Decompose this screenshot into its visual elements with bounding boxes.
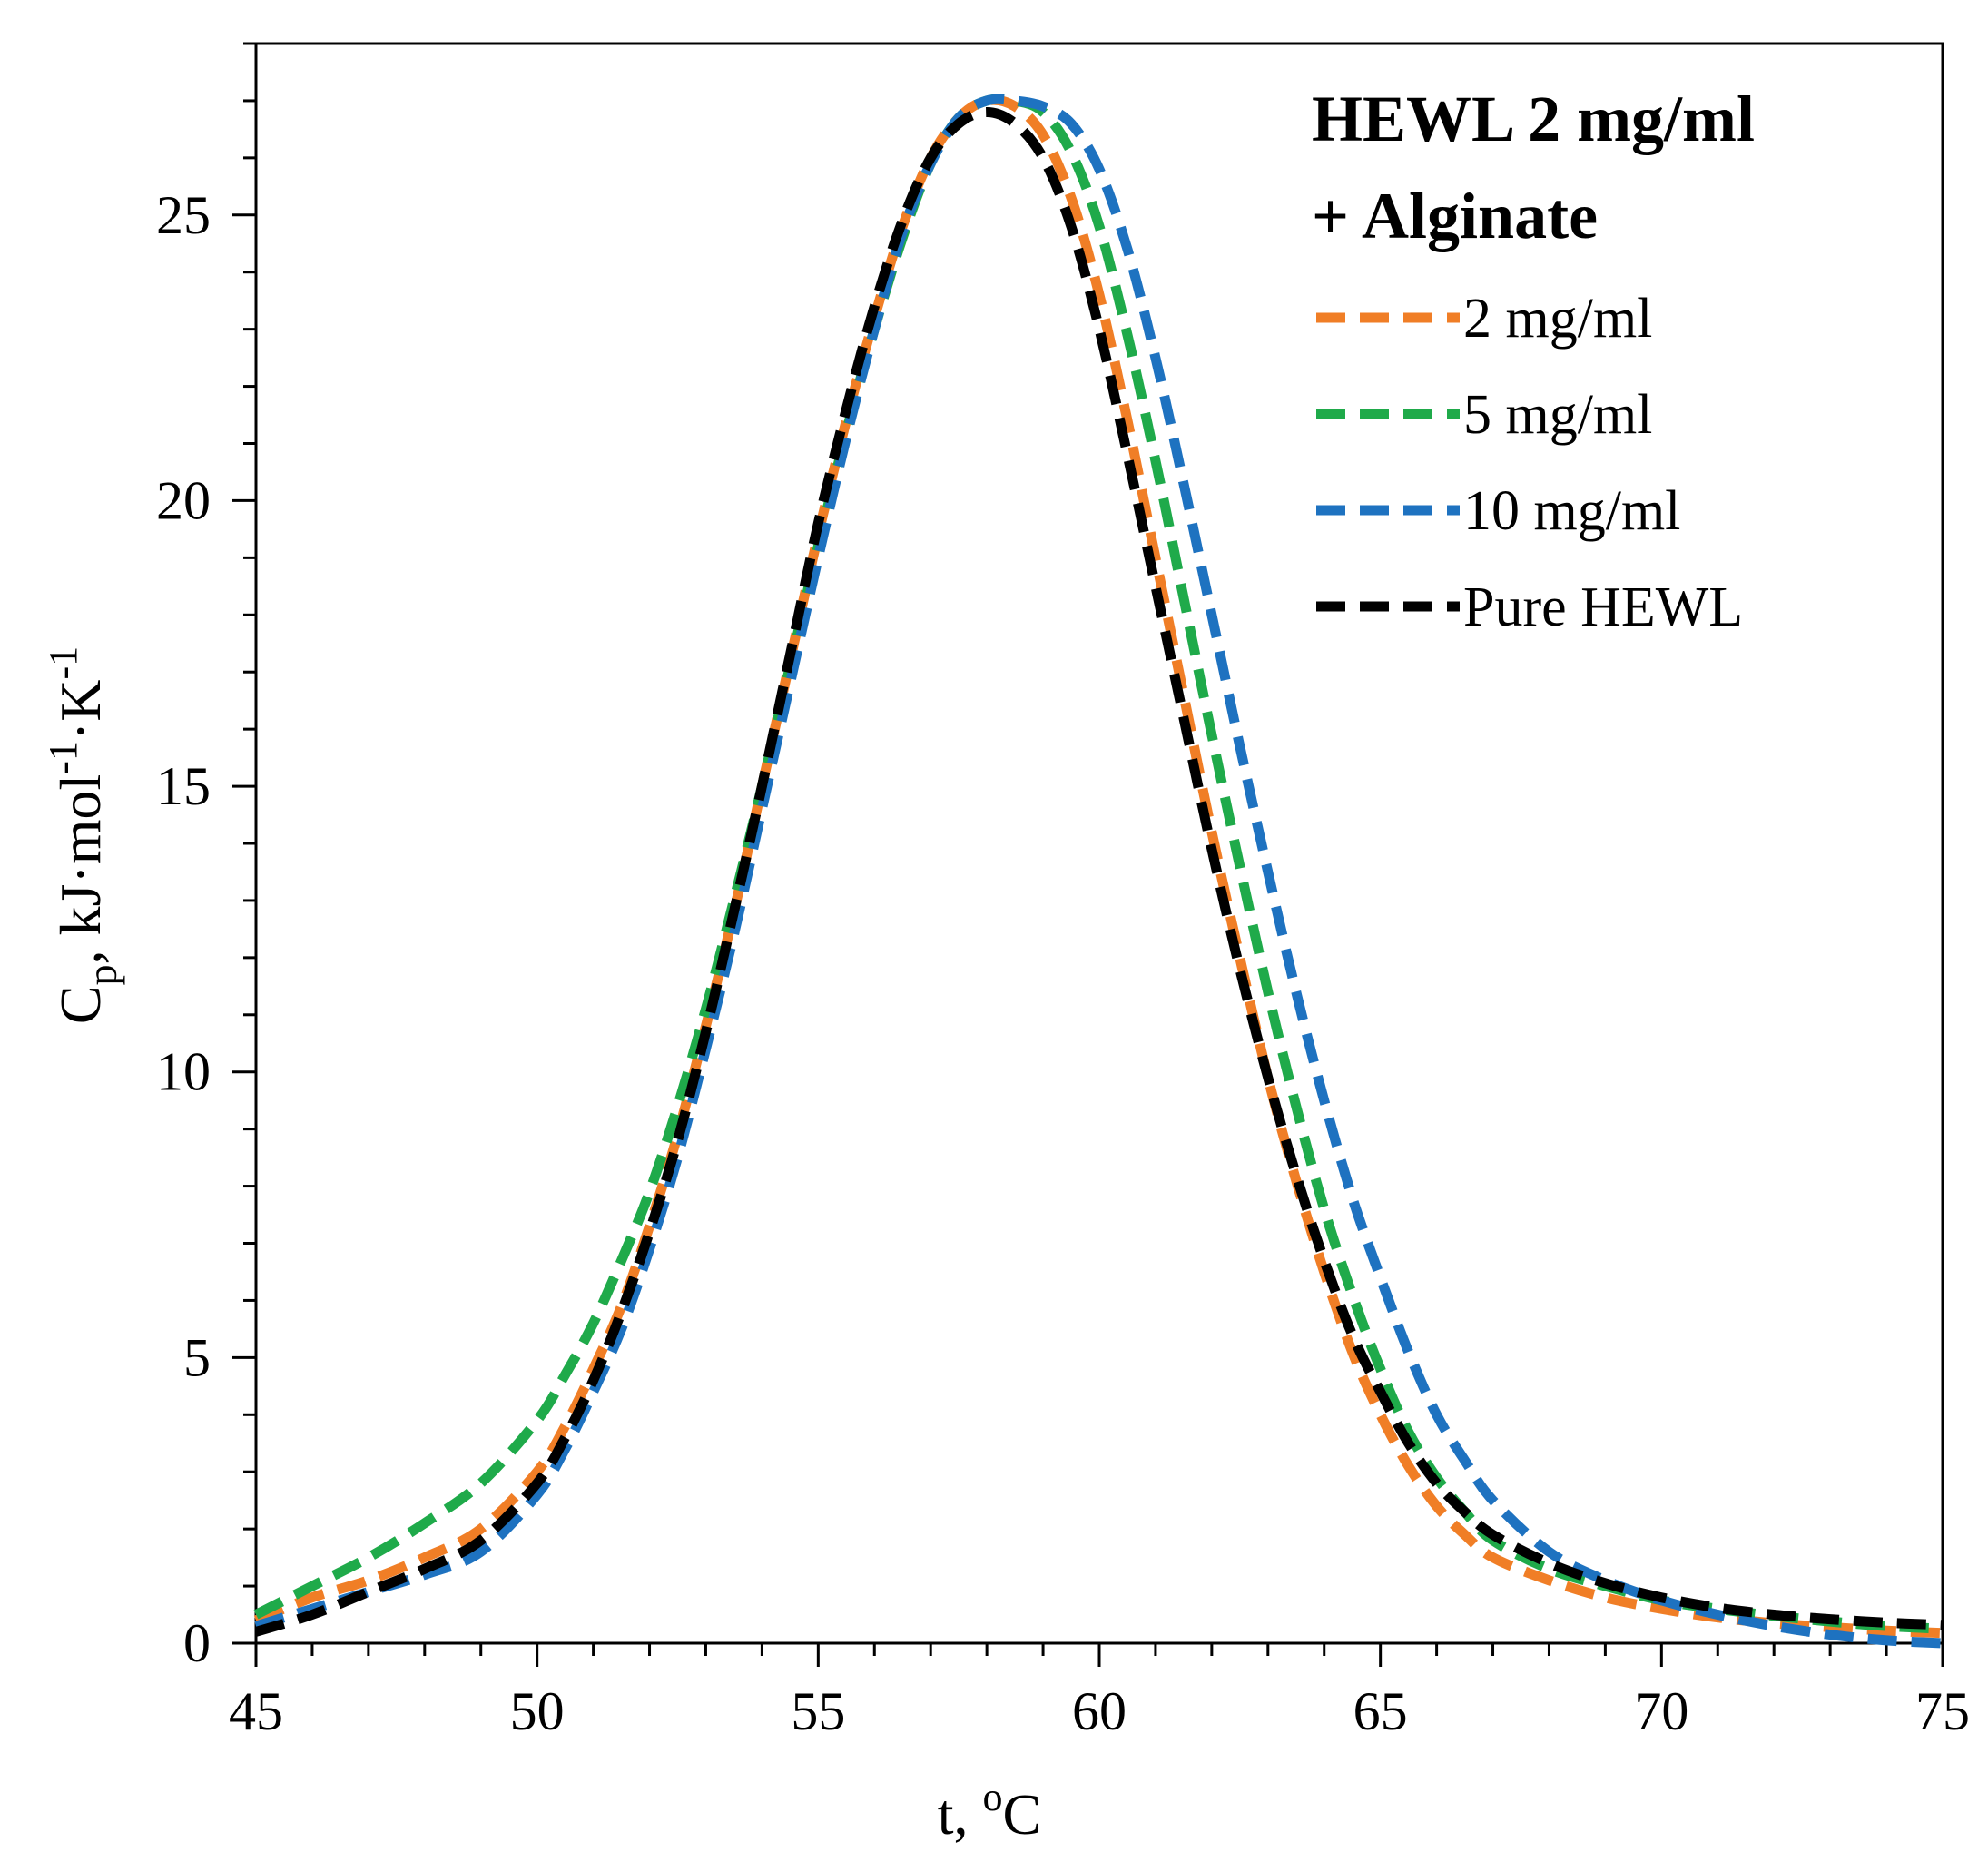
x-tick-label: 50 bbox=[510, 1681, 565, 1741]
legend-label-pure-hewl: Pure HEWL bbox=[1463, 576, 1743, 638]
y-tick-label: 5 bbox=[183, 1327, 211, 1387]
x-tick-label: 45 bbox=[229, 1681, 283, 1741]
x-tick-label: 55 bbox=[791, 1681, 845, 1741]
series-group bbox=[253, 94, 1944, 1649]
x-tick-label: 65 bbox=[1353, 1681, 1408, 1741]
legend-label-2-mg-ml: 2 mg/ml bbox=[1463, 288, 1652, 350]
series-line-10-mg-ml bbox=[254, 94, 1944, 1649]
y-axis-title: Cp, kJ·mol-1·K-1 bbox=[41, 646, 125, 1024]
series-line-pure-hewl bbox=[254, 106, 1944, 1637]
axis-ticks: 45 50 55 60 65 70 75 0 5 10 15 20 25 bbox=[156, 42, 1970, 1741]
legend-label-10-mg-ml: 10 mg/ml bbox=[1463, 480, 1680, 542]
legend-title-line1: HEWL 2 mg/ml bbox=[1312, 83, 1755, 155]
legend-title-line2: + Alginate bbox=[1312, 180, 1598, 252]
x-tick-label: 70 bbox=[1634, 1681, 1688, 1741]
y-tick-label: 25 bbox=[156, 185, 211, 245]
series-line-2-mg-ml bbox=[253, 94, 1944, 1639]
y-tick-label: 15 bbox=[156, 756, 211, 816]
legend: HEWL 2 mg/ml + Alginate 2 mg/ml 5 mg/ml 10… bbox=[1312, 83, 1755, 638]
series-line-5-mg-ml bbox=[253, 94, 1944, 1634]
legend-label-5-mg-ml: 5 mg/ml bbox=[1463, 384, 1652, 446]
y-tick-label: 20 bbox=[156, 470, 211, 530]
y-tick-label: 10 bbox=[156, 1042, 211, 1102]
x-tick-label: 60 bbox=[1072, 1681, 1127, 1741]
y-tick-label: 0 bbox=[183, 1613, 211, 1673]
x-axis-title: t, oC bbox=[938, 1775, 1041, 1847]
x-tick-label: 75 bbox=[1915, 1681, 1970, 1741]
